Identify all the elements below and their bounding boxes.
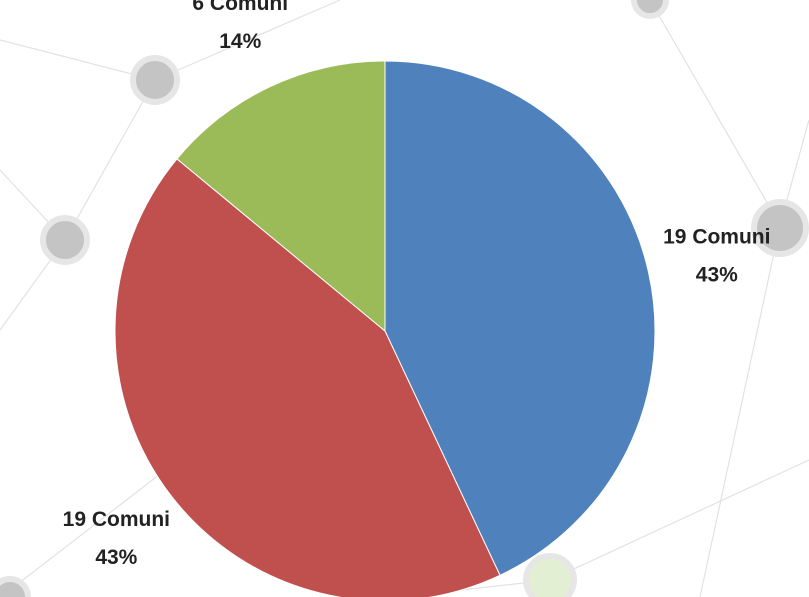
slice-category-label: 19 Comuni <box>63 508 170 531</box>
slice-category-label: 19 Comuni <box>663 225 770 248</box>
network-node <box>133 58 177 102</box>
chart: 19 Comuni 43% 19 Comuni 43% 6 Comuni 14% <box>0 0 809 597</box>
slice-value-label: 14% <box>219 30 261 53</box>
network-node <box>0 579 28 597</box>
slice-value-label: 43% <box>696 263 738 286</box>
slice-value-label: 43% <box>95 546 137 569</box>
network-node <box>526 556 574 597</box>
network-node <box>43 218 87 262</box>
network-line <box>650 0 780 225</box>
slice-category-label: 6 Comuni <box>192 0 288 15</box>
network-node <box>634 0 666 16</box>
